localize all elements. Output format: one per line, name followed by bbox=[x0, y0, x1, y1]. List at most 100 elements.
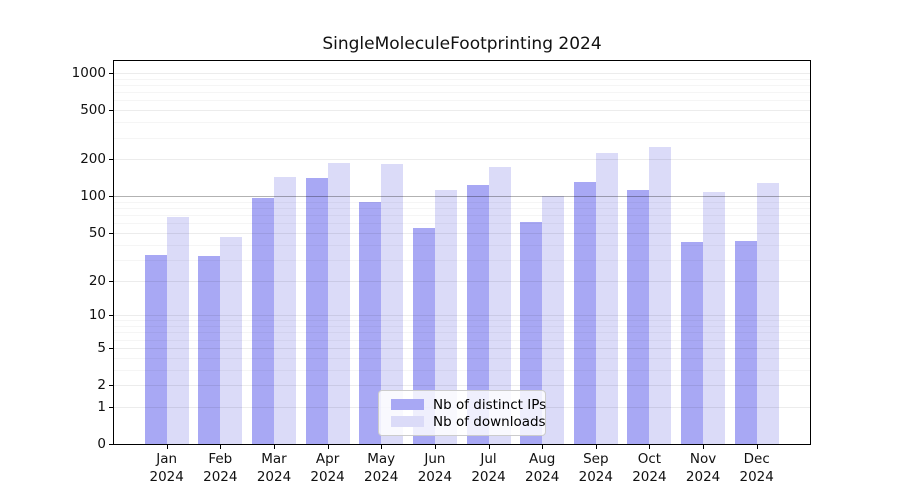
x-tick-mark-aug bbox=[542, 445, 543, 449]
x-tick-year: 2024 bbox=[685, 469, 721, 485]
y-tick-label-10: 10 bbox=[88, 307, 106, 324]
bar-downloads-feb bbox=[220, 237, 243, 444]
x-tick-label-may: May 2024 bbox=[349, 450, 413, 486]
gridline-minor bbox=[114, 208, 810, 209]
gridline-10 bbox=[114, 315, 810, 317]
gridline-minor bbox=[114, 244, 810, 246]
gridline-minor bbox=[114, 122, 810, 124]
x-tick-label-dec: Dec 2024 bbox=[725, 450, 789, 486]
y-tick-label-200: 200 bbox=[80, 151, 106, 168]
gridline-5 bbox=[114, 347, 810, 349]
x-tick-month: Oct bbox=[637, 451, 662, 467]
gridline-minor bbox=[114, 215, 810, 217]
y-tick-label-1000: 1000 bbox=[71, 65, 106, 81]
x-tick-month: Nov bbox=[689, 451, 717, 467]
gridline-500 bbox=[114, 110, 810, 112]
y-tick-mark-10 bbox=[109, 315, 114, 316]
y-tick-label-500: 500 bbox=[80, 102, 106, 119]
gridline-minor bbox=[114, 223, 810, 225]
y-tick-mark-5 bbox=[109, 348, 114, 349]
x-tick-month: Dec bbox=[743, 451, 770, 467]
x-tick-mark-apr bbox=[328, 445, 329, 449]
y-tick-mark-0 bbox=[109, 444, 114, 445]
gridline-minor bbox=[114, 201, 810, 203]
gridline-50 bbox=[114, 232, 810, 234]
x-tick-year: 2024 bbox=[203, 469, 238, 485]
bar-distinct-ips-jan bbox=[144, 254, 167, 444]
bar-downloads-oct bbox=[649, 147, 672, 444]
x-tick-year: 2024 bbox=[578, 469, 613, 485]
y-tick-mark-2 bbox=[109, 385, 114, 386]
x-tick-month: Jun bbox=[424, 451, 446, 467]
y-tick-mark-1 bbox=[109, 407, 114, 408]
x-tick-month: May bbox=[367, 451, 396, 467]
x-tick-month: Feb bbox=[208, 451, 233, 467]
x-tick-label-jan: Jan 2024 bbox=[135, 450, 199, 486]
x-tick-year: 2024 bbox=[149, 469, 184, 485]
x-tick-year: 2024 bbox=[632, 469, 667, 485]
gridline-minor bbox=[114, 92, 810, 94]
gridline-minor bbox=[114, 320, 810, 322]
y-tick-label-1: 1 bbox=[97, 398, 106, 415]
gridline-minor bbox=[114, 100, 810, 102]
x-tick-year: 2024 bbox=[417, 469, 453, 485]
x-tick-label-nov: Nov 2024 bbox=[671, 450, 735, 486]
x-tick-label-jul: Jul 2024 bbox=[457, 450, 521, 486]
grid-layer bbox=[114, 61, 810, 444]
y-tick-label-2: 2 bbox=[97, 377, 106, 393]
bars-layer bbox=[114, 61, 810, 444]
bar-distinct-ips-nov bbox=[681, 242, 704, 444]
gridline-minor bbox=[114, 85, 810, 86]
legend-item-distinct-ips: Nb of distinct IPs bbox=[391, 397, 546, 413]
x-tick-label-sep: Sep 2024 bbox=[564, 450, 628, 486]
bar-distinct-ips-oct bbox=[627, 190, 650, 444]
y-tick-mark-100 bbox=[109, 196, 114, 197]
x-tick-year: 2024 bbox=[364, 469, 399, 485]
x-tick-mark-jan bbox=[167, 445, 168, 449]
x-tick-label-aug: Aug 2024 bbox=[510, 450, 574, 486]
x-tick-month: Mar bbox=[261, 451, 287, 467]
gridline-1000 bbox=[114, 73, 810, 74]
x-tick-mark-feb bbox=[220, 445, 221, 449]
x-tick-label-oct: Oct 2024 bbox=[617, 450, 681, 486]
gridline-minor bbox=[114, 326, 810, 327]
x-tick-month: Sep bbox=[583, 451, 609, 467]
x-tick-year: 2024 bbox=[525, 469, 560, 485]
bar-distinct-ips-mar bbox=[251, 198, 274, 444]
y-tick-mark-20 bbox=[109, 281, 114, 282]
gridline-minor bbox=[114, 339, 810, 341]
gridline-minor bbox=[114, 357, 810, 359]
x-tick-year: 2024 bbox=[739, 469, 774, 485]
x-tick-mark-dec bbox=[757, 445, 758, 449]
y-tick-mark-50 bbox=[109, 233, 114, 234]
gridline-minor bbox=[114, 137, 810, 139]
legend-label-downloads: Nb of downloads bbox=[433, 413, 546, 430]
legend-swatch-downloads bbox=[391, 416, 424, 427]
legend-item-downloads: Nb of downloads bbox=[391, 414, 546, 430]
y-tick-label-0: 0 bbox=[97, 436, 106, 452]
gridline-minor bbox=[114, 369, 810, 371]
gridline-100 bbox=[114, 196, 810, 198]
x-tick-mark-oct bbox=[649, 445, 650, 449]
chart-title: SingleMoleculeFootprinting 2024 bbox=[322, 34, 602, 54]
y-tick-label-50: 50 bbox=[88, 224, 106, 241]
bar-downloads-mar bbox=[273, 177, 296, 444]
x-tick-month: Aug bbox=[529, 451, 556, 467]
gridline-20 bbox=[114, 280, 810, 282]
bar-distinct-ips-apr bbox=[305, 178, 328, 444]
y-tick-label-100: 100 bbox=[80, 188, 106, 205]
x-tick-label-jun: Jun 2024 bbox=[403, 450, 467, 486]
x-tick-year: 2024 bbox=[471, 469, 506, 485]
x-tick-mark-may bbox=[381, 445, 382, 449]
x-tick-mark-jul bbox=[489, 445, 490, 449]
x-tick-mark-jun bbox=[435, 445, 436, 449]
x-tick-label-mar: Mar 2024 bbox=[242, 450, 306, 486]
x-tick-label-apr: Apr 2024 bbox=[296, 450, 360, 486]
legend: Nb of distinct IPs Nb of downloads bbox=[378, 390, 546, 436]
bar-downloads-jan bbox=[166, 217, 189, 444]
bar-downloads-dec bbox=[756, 183, 779, 444]
bar-downloads-nov bbox=[703, 191, 726, 444]
legend-label-distinct-ips: Nb of distinct IPs bbox=[433, 396, 547, 413]
gridline-minor bbox=[114, 78, 810, 80]
